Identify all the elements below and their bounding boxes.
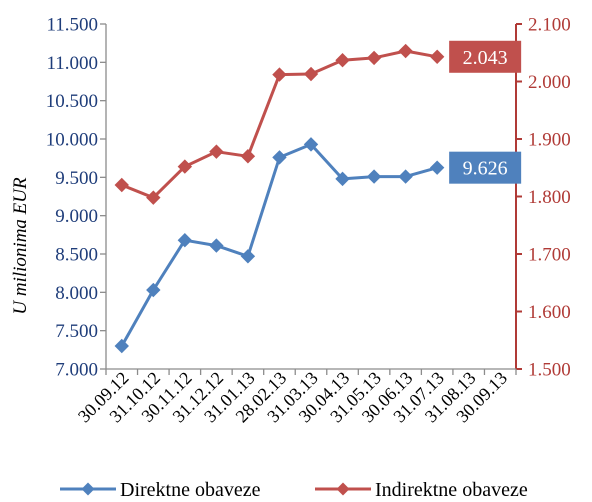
series-1-marker: [429, 160, 445, 175]
series-1-marker: [146, 282, 161, 298]
y-left-tick-label: 8.000: [55, 283, 98, 304]
series-1-marker: [114, 338, 129, 354]
series-1-marker: [366, 169, 382, 184]
series-2-marker: [146, 190, 161, 205]
x-axis: 30.09.1231.10.1230.11.1231.12.1231.01.13…: [74, 368, 517, 426]
y-right-tick-label: 1.600: [528, 302, 571, 323]
y-right-tick-label: 1.800: [528, 187, 571, 208]
y-right-tick-label: 2.000: [528, 72, 571, 93]
y-left-tick-label: 10.500: [46, 91, 98, 112]
series-1-marker: [335, 171, 350, 187]
legend-label-1: Direktne obaveze: [120, 479, 261, 501]
end-labels: 9.626 2.043: [449, 40, 522, 184]
series-2-marker: [303, 66, 319, 82]
series-2-marker: [429, 49, 445, 64]
legend-label-2: Indirektne obaveze: [375, 479, 528, 501]
y-axis-title: U milionima EUR: [10, 177, 31, 315]
y-left-tick-label: 7.500: [55, 321, 98, 342]
y-right-tick-label: 1.900: [528, 130, 571, 151]
y-left-tick-label: 7.000: [55, 360, 98, 381]
legend-marker-2: [336, 482, 350, 496]
y-right-tick-label: 1.700: [528, 245, 571, 266]
series-1-marker: [272, 150, 287, 165]
series-1-marker: [240, 249, 256, 264]
legend: Direktne obaveze Indirektne obaveze: [60, 479, 528, 501]
y-right-tick-label: 1.500: [528, 360, 571, 381]
y-right-tick-label: 2.100: [528, 15, 571, 36]
series-2-marker: [335, 53, 350, 68]
series-1-marker: [398, 169, 413, 184]
y-left-tick-label: 9.000: [55, 206, 98, 227]
series-lines: [114, 43, 445, 354]
series-1-end-label-box: [449, 151, 522, 184]
series-1-marker: [303, 137, 319, 152]
series-2-end-label: 2.043: [463, 47, 508, 69]
y-left-tick-label: 8.500: [55, 245, 98, 266]
y-left-tick-label: 11.500: [46, 15, 98, 36]
series-2-marker: [366, 50, 382, 66]
y-left-tick-label: 11.000: [46, 53, 98, 74]
series-2-marker: [240, 149, 256, 164]
series-2-marker: [398, 43, 413, 59]
y-left-tick-label: 9.500: [55, 168, 98, 189]
y-right-axis: 1.500 1.600 1.700 1.800 1.900 2.000 2.100: [515, 15, 571, 381]
series-2-end-label-box: [449, 40, 522, 73]
series-line-1: [120, 142, 438, 347]
series-1-marker: [209, 238, 224, 253]
legend-marker-1: [81, 482, 95, 496]
y-left-tick-label: 10.000: [46, 130, 98, 151]
series-2-marker: [177, 159, 193, 174]
y-left-axis: 7.000 7.500 8.000 8.500 9.000 9.500 10.000 10.5…: [46, 15, 107, 381]
series-1-end-label: 9.626: [463, 158, 508, 180]
series-2-marker: [272, 67, 287, 82]
series-2-marker: [209, 144, 224, 159]
series-2-marker: [114, 177, 129, 193]
series-1-marker: [177, 232, 193, 248]
